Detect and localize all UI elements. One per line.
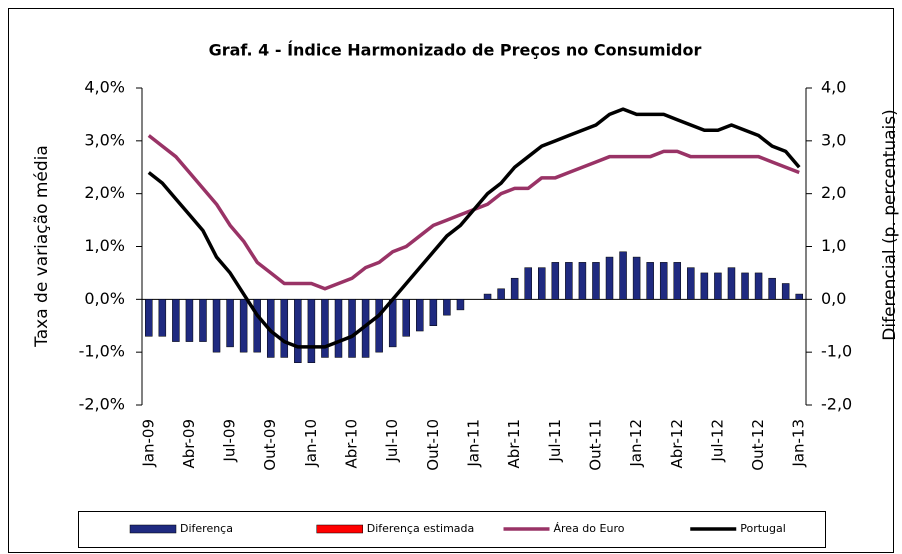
bar (483, 293, 492, 300)
y-axis-title: Taxa de variação média (32, 145, 52, 348)
y-tick-label: 3,0% (84, 130, 125, 149)
x-tick-label: Jul-09 (221, 419, 239, 463)
bar (592, 262, 600, 300)
bar (781, 283, 790, 300)
bar (185, 299, 194, 342)
legend-label: Diferença estimada (367, 522, 475, 535)
bar (754, 272, 763, 300)
bar (375, 299, 383, 353)
bar (253, 299, 261, 353)
bar (145, 299, 153, 337)
bar (551, 262, 560, 300)
bar (199, 299, 207, 342)
x-tick-label: Abr-10 (343, 419, 361, 469)
x-tick-label: Out-12 (749, 419, 767, 471)
bar (605, 256, 614, 300)
x-tick-label: Jan-09 (139, 419, 157, 468)
bar (294, 299, 302, 363)
bar (402, 299, 410, 337)
bar (727, 267, 736, 300)
bar (714, 272, 722, 300)
y-tick-label: 0,0% (84, 289, 125, 308)
bar (768, 277, 776, 300)
bar (673, 262, 682, 300)
x-tick-label: Jan-12 (627, 419, 645, 468)
bar (700, 272, 709, 300)
x-tick-label: Jul-11 (546, 419, 564, 463)
legend-swatch (316, 524, 363, 534)
x-tick-label: Jan-10 (302, 419, 320, 468)
bar (239, 299, 248, 353)
bar (334, 299, 343, 358)
legend-label: Diferença (180, 522, 233, 535)
bar (348, 299, 356, 358)
bar (497, 288, 505, 300)
x-tick-label: Jan-13 (790, 419, 808, 468)
y2-tick-label: 2,0 (821, 183, 846, 202)
bar (646, 262, 654, 300)
bar (443, 299, 451, 316)
x-tick-label: Jan-11 (465, 419, 483, 468)
bar (388, 299, 397, 348)
bar (524, 267, 532, 300)
bar (795, 293, 803, 300)
bar (741, 272, 749, 300)
legend-label: Área do Euro (554, 522, 625, 535)
bar (416, 299, 424, 332)
y2-tick-label: -2,0 (821, 395, 852, 414)
y-tick-label: 1,0% (84, 236, 125, 255)
bar (158, 299, 167, 337)
x-tick-label: Abr-09 (180, 419, 198, 469)
bar (280, 299, 289, 358)
x-tick-label: Jul-10 (383, 419, 401, 463)
y-tick-label: -1,0% (79, 342, 125, 361)
bar (578, 262, 587, 300)
legend-swatch (129, 524, 177, 534)
bar (429, 299, 438, 327)
bar (619, 251, 627, 300)
legend-label: Portugal (740, 522, 786, 535)
bar (456, 299, 465, 311)
y2-tick-label: 0,0 (821, 289, 846, 308)
y-tick-label: 2,0% (84, 183, 125, 202)
x-tick-label: Abr-12 (668, 419, 686, 469)
y-tick-label: 4,0% (84, 78, 125, 97)
bar (659, 262, 668, 300)
chart-title: Graf. 4 - Índice Harmonizado de Preços n… (209, 41, 702, 60)
bar (538, 267, 546, 300)
line (147, 107, 801, 349)
y2-tick-label: 3,0 (821, 130, 846, 149)
x-tick-label: Jul-12 (708, 419, 726, 463)
bar (632, 256, 641, 300)
x-tick-label: Out-09 (261, 419, 279, 471)
y2-tick-label: 4,0 (821, 78, 846, 97)
y2-tick-label: 1,0 (821, 236, 846, 255)
x-tick-label: Out-10 (424, 419, 442, 471)
bar (510, 277, 519, 300)
bar (565, 262, 573, 300)
y2-axis-title: Diferencial (p. percentuais) (880, 109, 900, 340)
bar (172, 299, 180, 342)
y2-tick-label: -1,0 (821, 342, 852, 361)
bar (687, 267, 695, 300)
x-tick-label: Abr-11 (505, 419, 523, 469)
x-tick-label: Out-11 (586, 419, 604, 471)
bar (212, 299, 221, 353)
bar (321, 299, 329, 358)
bar (307, 299, 316, 363)
y-tick-label: -2,0% (79, 395, 125, 414)
bar (226, 299, 234, 348)
